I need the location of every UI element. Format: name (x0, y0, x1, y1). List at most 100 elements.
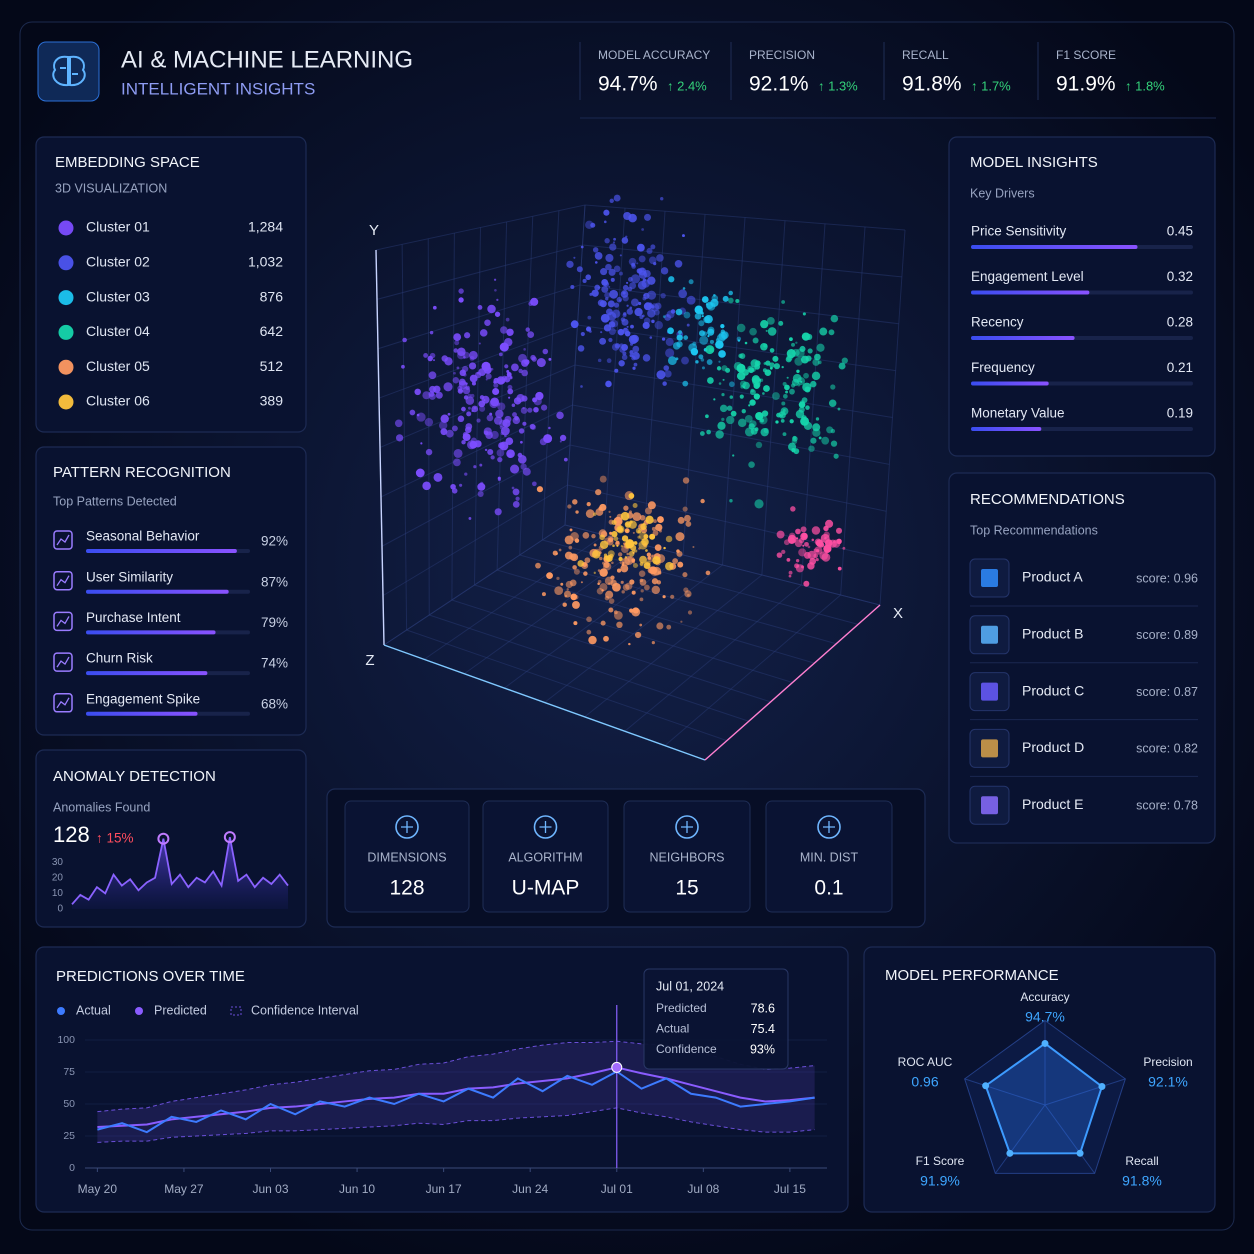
embedding-point (612, 582, 621, 592)
embedding-point (830, 314, 839, 323)
embedding-point (468, 362, 477, 370)
embedding-point (800, 526, 807, 533)
embedding-point (570, 284, 575, 290)
panel-title: ANOMALY DETECTION (53, 768, 216, 785)
embedding-point (683, 311, 691, 319)
embedding-point (612, 544, 615, 548)
embedding-point (629, 306, 633, 310)
embedding-point (725, 367, 731, 373)
parameter-icon (539, 821, 552, 833)
embedding-point (520, 407, 528, 414)
embedding-point (842, 546, 846, 550)
embedding-point (461, 406, 466, 412)
embedding-point (664, 314, 672, 321)
kpi-label: F1 SCORE (1056, 48, 1116, 62)
embedding-point (621, 354, 628, 360)
embedding-point (705, 414, 709, 419)
embedding-point (468, 406, 471, 410)
embedding-point (477, 305, 483, 310)
tooltip-value: 78.6 (751, 1001, 775, 1015)
driver-bar (971, 336, 1075, 340)
embedding-point (626, 552, 630, 556)
embedding-point (580, 385, 583, 388)
embedding-point (631, 355, 636, 361)
product-name: Product C (1022, 682, 1084, 698)
embedding-point (493, 278, 497, 281)
panel (948, 472, 1216, 844)
tooltip (643, 968, 789, 1070)
cluster-name: Cluster 02 (86, 254, 150, 270)
embedding-point (601, 589, 604, 592)
embedding-point (662, 381, 667, 386)
pattern-value: 68% (261, 696, 288, 711)
embedding-point (800, 355, 809, 364)
axis (704, 604, 881, 761)
embedding-point (548, 426, 551, 430)
embedding-point (824, 537, 827, 540)
parameter-icon (533, 815, 558, 839)
embedding-point (591, 289, 599, 297)
embedding-point (804, 386, 811, 393)
embedding-point (632, 366, 636, 370)
embedding-point (587, 315, 592, 320)
legend-label: Predicted (154, 1003, 207, 1017)
scene-grid (584, 574, 763, 718)
embedding-point (492, 387, 500, 396)
embedding-point (438, 421, 448, 430)
legend-swatch (230, 1006, 242, 1016)
embedding-point (525, 327, 530, 332)
embedding-point (628, 642, 631, 646)
driver-name: Frequency (971, 360, 1035, 375)
embedding-point (711, 294, 719, 302)
axis-label: Z (365, 652, 374, 669)
scene-grid (624, 584, 802, 732)
embedding-point (505, 437, 514, 446)
embedding-point (580, 245, 584, 249)
embedding-point (612, 241, 616, 244)
embedding-point (789, 388, 795, 395)
scene-grid (761, 220, 786, 576)
tooltip-date: Jul 01, 2024 (656, 979, 724, 993)
embedding-point (732, 454, 735, 457)
parameter-label: ALGORITHM (508, 850, 582, 864)
embedding-point (639, 623, 643, 627)
embedding-point (796, 369, 800, 373)
embedding-point (599, 337, 607, 345)
embedding-point (808, 445, 815, 452)
embedding-point (600, 331, 603, 334)
embedding-point (473, 465, 477, 469)
embedding-point (594, 252, 603, 260)
embedding-point (795, 528, 801, 535)
embedding-point (586, 616, 592, 623)
product-score: score: 0.78 (1136, 798, 1198, 812)
embedding-point (592, 247, 599, 253)
embedding-point (454, 340, 460, 346)
cluster-name: Cluster 04 (86, 323, 150, 339)
embedding-point (559, 434, 567, 442)
panel (948, 136, 1216, 457)
embedding-point (707, 335, 710, 338)
embedding-point (444, 357, 453, 366)
embedding-point (680, 620, 683, 623)
embedding-point (636, 243, 645, 252)
embedding-point (401, 364, 405, 369)
embedding-point (682, 572, 688, 578)
embedding-point (535, 562, 541, 569)
embedding-point (765, 329, 768, 332)
scene-grid (380, 404, 573, 498)
confidence-lower (97, 1107, 815, 1143)
embedding-point (533, 406, 539, 413)
embedding-point (640, 523, 647, 531)
radar-axis-label: F1 Score (916, 1154, 965, 1168)
embedding-point (602, 562, 612, 571)
embedding-point (605, 263, 612, 271)
embedding-point (666, 314, 669, 317)
embedding-point (507, 384, 513, 390)
cluster-dot (58, 220, 74, 236)
embedding-point (700, 311, 704, 315)
embedding-point (395, 434, 404, 442)
pattern-name: Seasonal Behavior (86, 529, 200, 544)
scene-grid (722, 217, 746, 566)
embedding-point (713, 398, 716, 401)
embedding-point (631, 590, 636, 595)
